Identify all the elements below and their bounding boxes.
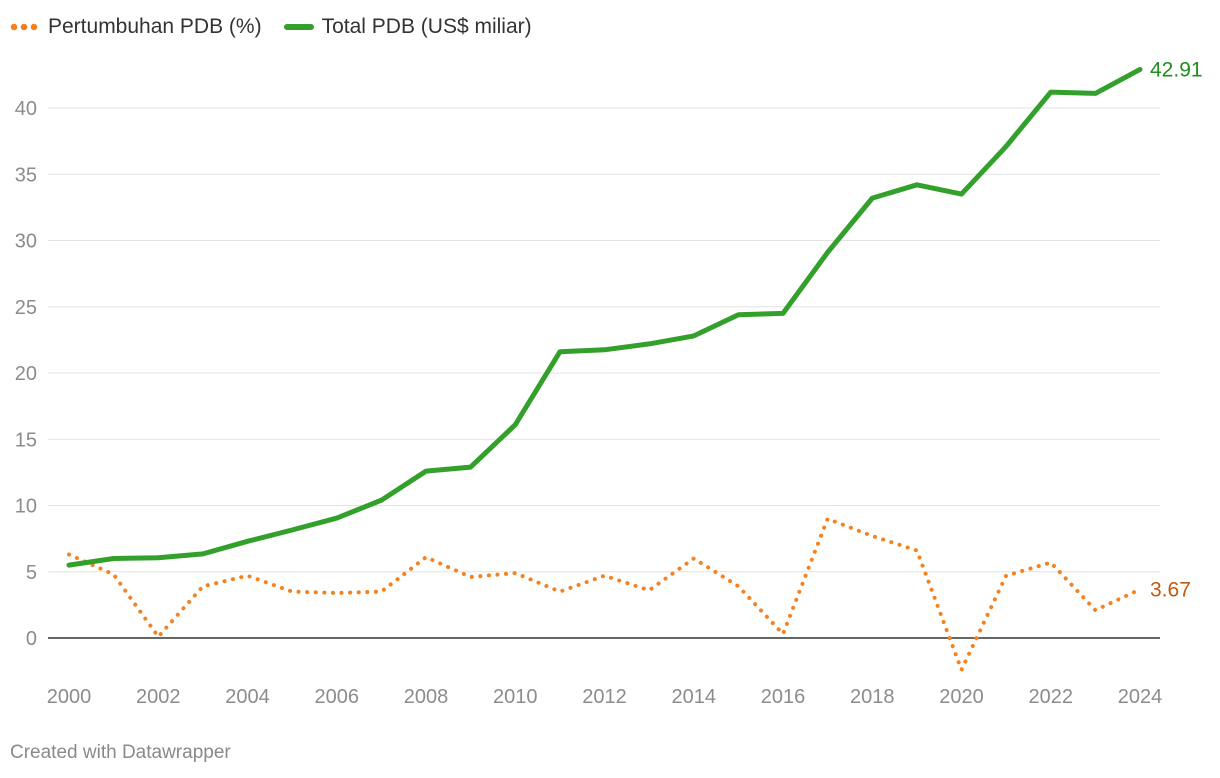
data-point-total-2001[interactable]: [105, 550, 123, 568]
data-point-total-2010[interactable]: [506, 416, 524, 434]
y-tick-label: 10: [15, 496, 37, 518]
y-tick-label: 25: [15, 297, 37, 319]
x-tick-label: 2024: [1118, 686, 1163, 708]
x-tick-label: 2010: [493, 686, 538, 708]
x-tick-label: 2014: [672, 686, 717, 708]
data-point-growth-2001[interactable]: [105, 565, 123, 583]
y-tick-label: 35: [15, 164, 37, 186]
data-point-total-2008[interactable]: [417, 462, 435, 480]
end-label-total: 42.91: [1150, 58, 1203, 81]
y-tick-label: 5: [26, 562, 37, 584]
y-tick-label: 40: [15, 98, 37, 120]
x-tick-label: 2018: [850, 686, 895, 708]
data-point-total-2022[interactable]: [1042, 83, 1060, 101]
y-tick-label: 30: [15, 231, 37, 253]
series-line-growth[interactable]: [67, 516, 1142, 672]
end-labels: 3.67 42.91: [1150, 58, 1203, 601]
data-point-growth-2016[interactable]: [774, 625, 792, 643]
y-tick-label: 0: [26, 628, 37, 650]
data-point-growth-2003[interactable]: [194, 577, 212, 595]
x-tick-label: 2012: [582, 686, 627, 708]
data-point-growth-2004[interactable]: [239, 567, 257, 585]
data-point-growth-2009[interactable]: [462, 568, 480, 586]
data-point-growth-2022[interactable]: [1042, 553, 1060, 571]
series-line-total[interactable]: [66, 66, 1143, 568]
legend-swatch-growth: [10, 23, 40, 31]
y-tick-label: 20: [15, 363, 37, 385]
data-point-total-2021[interactable]: [997, 137, 1015, 155]
data-point-total-2018[interactable]: [863, 189, 881, 207]
data-point-total-2002[interactable]: [149, 549, 167, 567]
data-point-total-2003[interactable]: [194, 545, 212, 563]
data-point-growth-2012[interactable]: [596, 567, 614, 585]
y-tick-label: 15: [15, 429, 37, 451]
series-lines: [60, 60, 1149, 679]
data-point-total-2005[interactable]: [283, 521, 301, 539]
data-point-growth-2018[interactable]: [863, 527, 881, 545]
credit-text: Created with Datawrapper: [10, 742, 231, 763]
data-point-growth-2024[interactable]: [1131, 580, 1149, 598]
data-point-growth-2023[interactable]: [1086, 601, 1104, 619]
data-point-growth-2015[interactable]: [729, 577, 747, 595]
data-point-growth-2019[interactable]: [908, 542, 926, 560]
data-point-total-2015[interactable]: [729, 306, 747, 324]
data-point-total-2017[interactable]: [819, 243, 837, 261]
data-point-total-2014[interactable]: [685, 327, 703, 345]
data-point-total-2004[interactable]: [239, 532, 257, 550]
data-point-growth-2021[interactable]: [997, 567, 1015, 585]
x-tick-label: 2004: [225, 686, 270, 708]
gridlines: [48, 107, 1160, 639]
x-tick-label: 2016: [761, 686, 806, 708]
chart-legend: Pertumbuhan PDB (%) Total PDB (US$ milia…: [10, 12, 532, 42]
data-point-growth-2008[interactable]: [417, 548, 435, 566]
data-point-growth-2006[interactable]: [328, 584, 346, 602]
data-point-total-2016[interactable]: [774, 304, 792, 322]
x-tick-label: 2008: [404, 686, 449, 708]
y-axis-ticks: 0 5 10 15 20 25 30 35 40: [15, 98, 37, 650]
data-point-growth-2005[interactable]: [283, 583, 301, 601]
data-point-total-2019[interactable]: [908, 176, 926, 194]
x-tick-label: 2006: [315, 686, 360, 708]
data-point-growth-2007[interactable]: [372, 583, 390, 601]
legend-label-growth: Pertumbuhan PDB (%): [48, 15, 262, 38]
data-point-growth-2017[interactable]: [819, 510, 837, 528]
x-tick-label: 2020: [939, 686, 984, 708]
data-point-total-2012[interactable]: [596, 341, 614, 359]
legend-swatch-total: [283, 24, 314, 30]
legend-label-total: Total PDB (US$ miliar): [321, 15, 532, 38]
data-point-total-2023[interactable]: [1086, 84, 1104, 102]
data-point-growth-2020[interactable]: [953, 661, 971, 679]
x-tick-label: 2002: [136, 686, 181, 708]
data-point-total-2006[interactable]: [328, 509, 346, 527]
data-point-total-2000[interactable]: [60, 556, 78, 574]
data-point-total-2020[interactable]: [953, 185, 971, 203]
end-label-growth: 3.67: [1150, 578, 1191, 601]
data-point-growth-2002[interactable]: [149, 628, 167, 646]
data-point-total-2024[interactable]: [1131, 60, 1149, 78]
data-point-growth-2014[interactable]: [685, 550, 703, 568]
data-point-total-2009[interactable]: [462, 458, 480, 476]
data-point-growth-2011[interactable]: [551, 583, 569, 601]
legend-item-total[interactable]: Total PDB (US$ miliar): [283, 15, 532, 39]
x-axis-ticks: 2000 2002 2004 2006 2008 2010 2012 2014 2016 2018…: [47, 686, 1163, 708]
data-point-total-2007[interactable]: [372, 491, 390, 509]
data-point-growth-2010[interactable]: [506, 564, 524, 582]
x-tick-label: 2000: [47, 686, 92, 708]
x-tick-label: 2022: [1029, 686, 1074, 708]
data-point-total-2013[interactable]: [640, 335, 658, 353]
data-point-growth-2013[interactable]: [640, 581, 658, 599]
data-point-total-2011[interactable]: [551, 343, 569, 361]
legend-item-growth[interactable]: Pertumbuhan PDB (%): [10, 15, 262, 39]
